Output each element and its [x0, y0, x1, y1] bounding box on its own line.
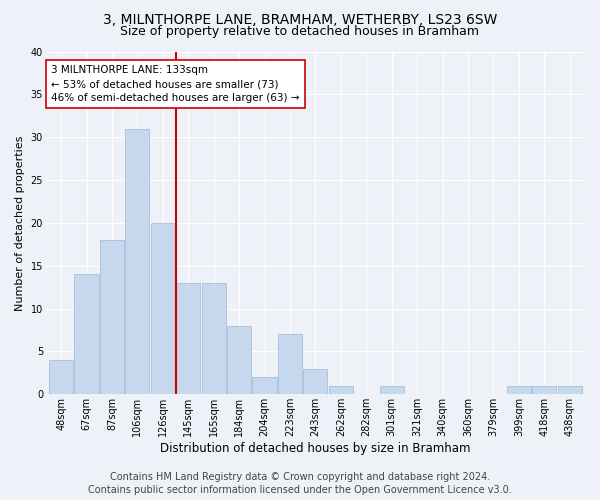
- Y-axis label: Number of detached properties: Number of detached properties: [15, 135, 25, 310]
- Bar: [100, 240, 124, 394]
- Bar: [329, 386, 353, 394]
- Bar: [202, 283, 226, 395]
- Bar: [380, 386, 404, 394]
- X-axis label: Distribution of detached houses by size in Bramham: Distribution of detached houses by size …: [160, 442, 470, 455]
- Text: Size of property relative to detached houses in Bramham: Size of property relative to detached ho…: [121, 25, 479, 38]
- Bar: [507, 386, 531, 394]
- Bar: [176, 283, 200, 395]
- Bar: [278, 334, 302, 394]
- Bar: [532, 386, 556, 394]
- Bar: [304, 368, 328, 394]
- Bar: [151, 223, 175, 394]
- Text: 3, MILNTHORPE LANE, BRAMHAM, WETHERBY, LS23 6SW: 3, MILNTHORPE LANE, BRAMHAM, WETHERBY, L…: [103, 12, 497, 26]
- Bar: [557, 386, 582, 394]
- Bar: [49, 360, 73, 394]
- Bar: [253, 377, 277, 394]
- Bar: [74, 274, 98, 394]
- Text: Contains HM Land Registry data © Crown copyright and database right 2024.
Contai: Contains HM Land Registry data © Crown c…: [88, 472, 512, 495]
- Bar: [227, 326, 251, 394]
- Bar: [125, 128, 149, 394]
- Text: 3 MILNTHORPE LANE: 133sqm
← 53% of detached houses are smaller (73)
46% of semi-: 3 MILNTHORPE LANE: 133sqm ← 53% of detac…: [51, 65, 300, 103]
